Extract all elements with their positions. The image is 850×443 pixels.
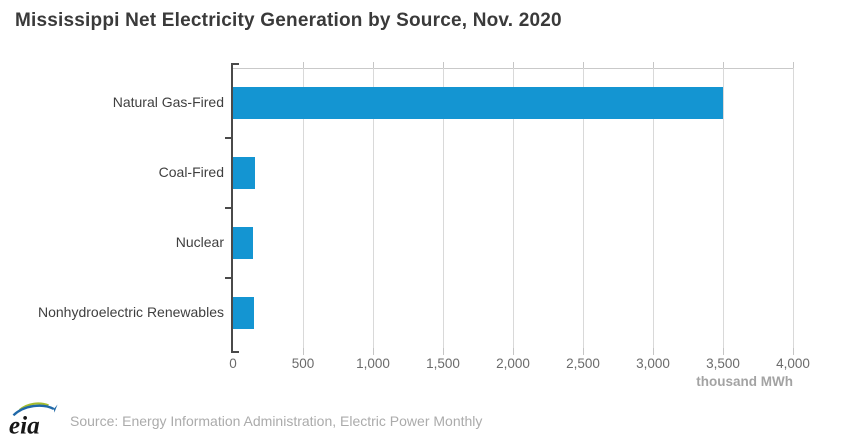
y-axis-category-tick <box>225 137 232 139</box>
x-axis-tick-top <box>723 62 724 68</box>
gridline <box>513 68 514 348</box>
gridline <box>303 68 304 348</box>
category-label: Nonhydroelectric Renewables <box>38 304 224 320</box>
x-tick-label: 1,000 <box>356 356 390 371</box>
gridline <box>373 68 374 348</box>
bar <box>233 157 256 189</box>
x-axis-tick-bottom <box>583 348 584 355</box>
y-axis-line <box>231 63 233 353</box>
x-tick-label: 2,000 <box>496 356 530 371</box>
gridline <box>793 68 794 348</box>
eia-logo-blue-swoosh <box>12 404 55 417</box>
x-axis-tick-bottom <box>303 348 304 355</box>
x-tick-label: 3,000 <box>636 356 670 371</box>
category-label: Nuclear <box>175 234 224 250</box>
eia-logo-swoosh-tail <box>53 404 58 413</box>
source-text: Source: Energy Information Administratio… <box>70 413 483 429</box>
eia-logo-text: eia <box>9 412 40 439</box>
gridline <box>583 68 584 348</box>
y-axis-category-tick <box>225 207 232 209</box>
category-label: Coal-Fired <box>158 164 224 180</box>
x-tick-label: 2,500 <box>566 356 600 371</box>
x-axis-tick-bottom <box>513 348 514 355</box>
x-tick-label: 500 <box>291 356 315 371</box>
gridline <box>443 68 444 348</box>
x-axis-tick-top <box>373 62 374 68</box>
gridline <box>723 68 724 348</box>
x-axis-tick-top <box>653 62 654 68</box>
bar <box>233 87 723 119</box>
y-axis-category-tick <box>225 277 232 279</box>
x-tick-label: 4,000 <box>776 356 810 371</box>
x-tick-label: 1,500 <box>426 356 460 371</box>
y-axis-bottom-tick <box>233 351 239 353</box>
x-axis-tick-top <box>793 62 794 68</box>
x-tick-label: 3,500 <box>706 356 740 371</box>
x-axis-tick-bottom <box>443 348 444 355</box>
footer: eia Source: Energy Information Administr… <box>8 396 482 440</box>
x-axis-tick-bottom <box>373 348 374 355</box>
bar <box>233 297 254 329</box>
x-axis-tick-bottom <box>723 348 724 355</box>
x-axis-unit-label: thousand MWh <box>696 374 793 389</box>
x-axis-tick-top <box>583 62 584 68</box>
x-axis-tick-top <box>513 62 514 68</box>
plot-area <box>225 62 794 355</box>
x-axis-tick-bottom <box>653 348 654 355</box>
gridline <box>653 68 654 348</box>
x-axis-tick-bottom <box>793 348 794 355</box>
x-tick-label: 0 <box>229 356 237 371</box>
bar <box>233 227 254 259</box>
y-axis-top-tick <box>233 63 239 65</box>
category-label: Natural Gas-Fired <box>112 94 224 110</box>
eia-logo: eia <box>9 402 58 439</box>
x-axis-tick-top <box>303 62 304 68</box>
chart-title: Mississippi Net Electricity Generation b… <box>15 10 562 31</box>
x-axis-tick-top <box>443 62 444 68</box>
